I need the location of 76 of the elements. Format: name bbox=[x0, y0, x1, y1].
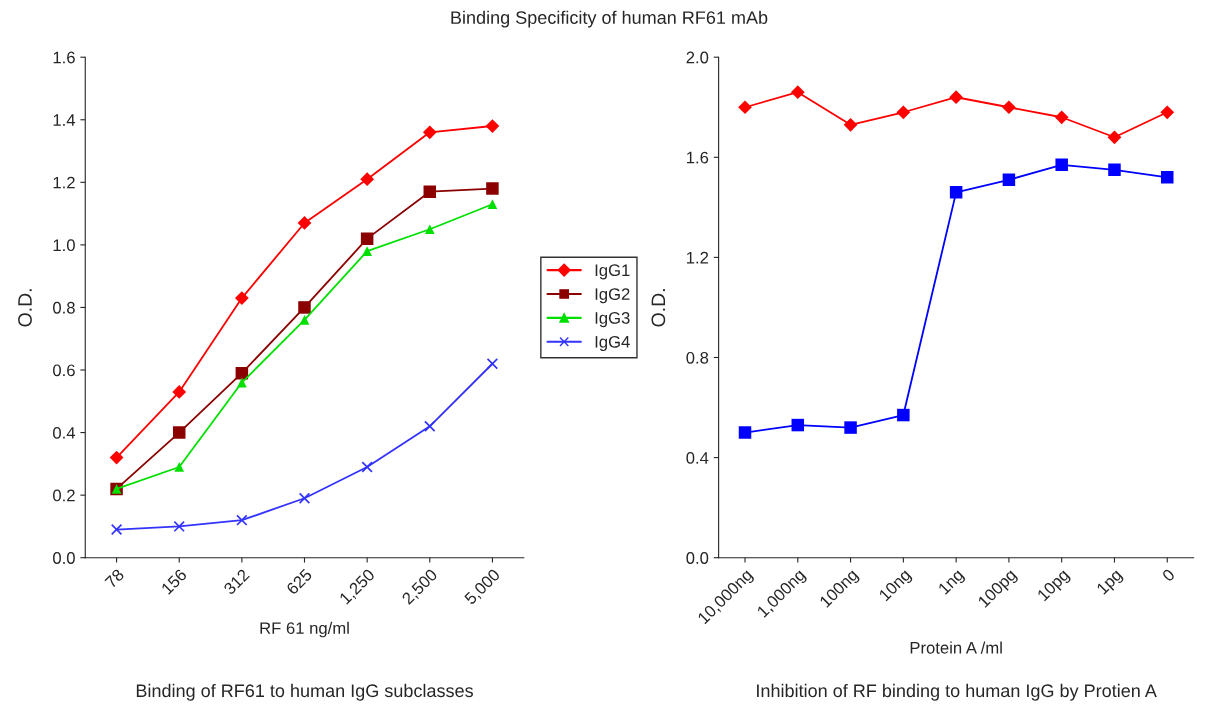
y-axis-title: O.D. bbox=[651, 289, 666, 327]
y-tick-label: 0.6 bbox=[53, 364, 75, 377]
point bbox=[790, 85, 805, 100]
point bbox=[949, 90, 964, 105]
point bbox=[109, 450, 124, 465]
point bbox=[360, 232, 374, 245]
point bbox=[361, 461, 373, 473]
point bbox=[487, 199, 498, 210]
point bbox=[896, 105, 911, 120]
point bbox=[1107, 130, 1122, 145]
point bbox=[173, 520, 185, 533]
point bbox=[174, 462, 185, 472]
y-tick-label: 1.2 bbox=[687, 251, 709, 264]
point bbox=[424, 224, 435, 235]
y-tick-label: 1.4 bbox=[53, 114, 76, 126]
point bbox=[844, 421, 857, 434]
x-axis-title: Protein A /ml bbox=[910, 641, 1002, 654]
y-tick-label: 1.6 bbox=[53, 51, 75, 64]
x-tick-label: 312 bbox=[222, 568, 250, 596]
point bbox=[422, 125, 437, 140]
point bbox=[1002, 173, 1016, 187]
x-tick-label: 1pg bbox=[1096, 568, 1125, 598]
point bbox=[236, 514, 248, 526]
point bbox=[486, 358, 499, 370]
point bbox=[738, 100, 752, 115]
point bbox=[110, 523, 123, 536]
y-tick-label: 0.2 bbox=[53, 489, 75, 502]
point bbox=[172, 426, 186, 439]
legend-label: IgG4 bbox=[595, 335, 630, 352]
y-tick-label: 1.6 bbox=[687, 151, 709, 164]
point bbox=[297, 216, 312, 230]
text: Binding Specificity of human RF61 mAb bbox=[451, 10, 768, 28]
x-tick-label: 1ng bbox=[937, 568, 967, 598]
point bbox=[486, 182, 499, 195]
y-tick-label: 1.0 bbox=[53, 239, 75, 252]
point bbox=[362, 246, 372, 257]
point bbox=[298, 492, 311, 504]
x-axis-title: RF 61 ng/ml bbox=[260, 621, 349, 638]
legend-label: IgG2 bbox=[595, 288, 630, 304]
point bbox=[423, 185, 437, 198]
point bbox=[738, 426, 752, 439]
point bbox=[298, 301, 311, 314]
point bbox=[360, 172, 375, 187]
x-tick-label: 156 bbox=[160, 568, 188, 595]
y-tick-label: 0.8 bbox=[53, 301, 75, 314]
text: Inhibition of RF binding to human IgG by Protien A bbox=[757, 683, 1157, 701]
y-tick-label: 0.8 bbox=[686, 351, 709, 364]
point bbox=[1055, 158, 1068, 172]
point bbox=[1160, 105, 1175, 120]
point bbox=[843, 117, 858, 132]
point bbox=[949, 186, 963, 199]
text: Binding of RF61 to human IgG subclasses bbox=[136, 683, 473, 701]
y-tick-label: 0.4 bbox=[686, 452, 709, 464]
point bbox=[237, 377, 247, 388]
y-tick-label: 0.0 bbox=[53, 552, 75, 564]
x-tick-label: 78 bbox=[104, 568, 125, 589]
point bbox=[424, 420, 436, 433]
point bbox=[234, 291, 249, 305]
y-axis-title: O.D. bbox=[18, 289, 32, 327]
point bbox=[172, 385, 187, 399]
point bbox=[897, 408, 910, 422]
point bbox=[1002, 100, 1016, 115]
legend-label: IgG1 bbox=[595, 264, 630, 280]
x-tick-label: 0 bbox=[1161, 568, 1176, 583]
point bbox=[1108, 163, 1121, 177]
y-tick-label: 2.0 bbox=[686, 51, 709, 64]
legend-label: IgG3 bbox=[595, 312, 630, 328]
y-tick-label: 1.2 bbox=[53, 176, 75, 189]
point bbox=[1054, 110, 1069, 125]
point bbox=[485, 119, 500, 133]
point bbox=[299, 315, 310, 325]
y-tick-label: 0.0 bbox=[686, 552, 709, 564]
point bbox=[1161, 171, 1174, 184]
point bbox=[791, 418, 805, 432]
y-tick-label: 0.4 bbox=[53, 426, 76, 439]
x-tick-label: 625 bbox=[285, 568, 313, 596]
